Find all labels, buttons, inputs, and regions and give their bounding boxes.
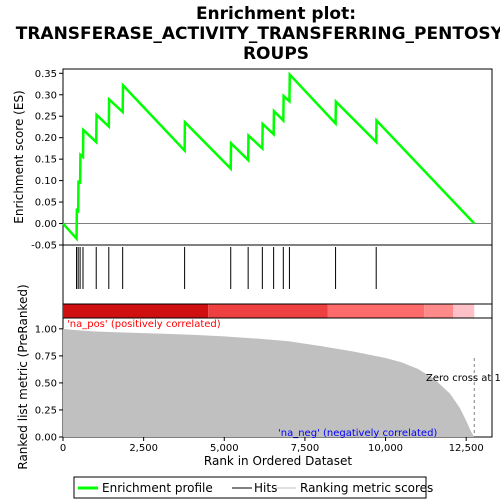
legend-metric-label: Ranking metric scores: [300, 481, 433, 495]
x-tick-label-5: 12,500: [449, 443, 484, 454]
x-axis-label: Rank in Ordered Dataset: [204, 454, 352, 468]
heat-band-4: [453, 304, 475, 318]
x-tick-label-4: 10,000: [368, 443, 403, 454]
metric-tick-label-2: 0.50: [35, 378, 57, 389]
plot-title: Enrichment plot: TRANSFERASE_ACTIVITY_TR…: [16, 4, 500, 64]
title-line-3: ROUPS: [243, 44, 309, 64]
heat-band-2: [327, 304, 425, 318]
x-axis-layer: 0 2,500 5,000 7,500 10,000 12,500: [60, 437, 484, 454]
es-tick-label-0: -0.05: [31, 241, 57, 252]
x-tick-label-2: 5,000: [210, 443, 239, 454]
hits-panel-frame: [62, 244, 493, 305]
metric-tick-label-3: 0.75: [35, 351, 57, 362]
es-y-axis-label: Enrichment score (ES): [12, 90, 26, 223]
ranking-metric-area: [63, 328, 475, 437]
es-tick-label-2: 0.05: [35, 198, 57, 209]
hits-layer: [76, 247, 377, 289]
pos-correlated-label: 'na_pos' (positively correlated): [67, 319, 221, 330]
heat-band-3: [424, 304, 454, 318]
title-line-2: TRANSFERASE_ACTIVITY_TRANSFERRING_PENTOS…: [16, 24, 500, 44]
title-line-1: Enrichment plot:: [196, 4, 356, 24]
es-tick-label-3: 0.10: [35, 176, 57, 187]
es-tick-label-5: 0.20: [35, 133, 57, 144]
legend: Enrichment profile Hits Ranking metric s…: [73, 476, 433, 499]
metric-tick-label-0: 0.00: [35, 433, 57, 444]
x-tick-label-0: 0: [60, 443, 66, 454]
es-line-layer: [62, 71, 476, 242]
heat-bar-layer: [63, 304, 475, 318]
x-tick-label-3: 7,500: [291, 443, 320, 454]
zero-cross-label: Zero cross at 1: [426, 373, 500, 384]
neg-correlated-label: 'na_neg' (negatively correlated): [278, 428, 437, 439]
legend-hits-label: Hits: [254, 481, 277, 495]
metric-area-layer: [63, 328, 475, 437]
es-tick-label-7: 0.30: [35, 90, 57, 101]
metric-tick-label-4: 1.00: [35, 324, 57, 335]
x-tick-label-1: 2,500: [129, 443, 158, 454]
metric-axis-layer: 0.00 0.25 0.50 0.75 1.00: [35, 324, 63, 444]
es-axis-layer: -0.05 0.00 0.05 0.10 0.15 0.20 0.25 0.30 0.35: [31, 69, 492, 252]
es-panel-frame: [62, 68, 493, 246]
es-tick-label-4: 0.15: [35, 155, 57, 166]
metric-tick-label-1: 0.25: [35, 405, 57, 416]
es-tick-label-6: 0.25: [35, 112, 57, 123]
heat-band-1: [208, 304, 328, 318]
legend-enrichment-label: Enrichment profile: [102, 481, 213, 495]
es-tick-label-8: 0.35: [35, 69, 57, 80]
es-tick-label-1: 0.00: [35, 219, 57, 230]
metric-y-axis-label: Ranked list metric (PreRanked): [16, 284, 30, 469]
enrichment-profile-line: [62, 71, 476, 242]
heat-band-0: [63, 304, 209, 318]
